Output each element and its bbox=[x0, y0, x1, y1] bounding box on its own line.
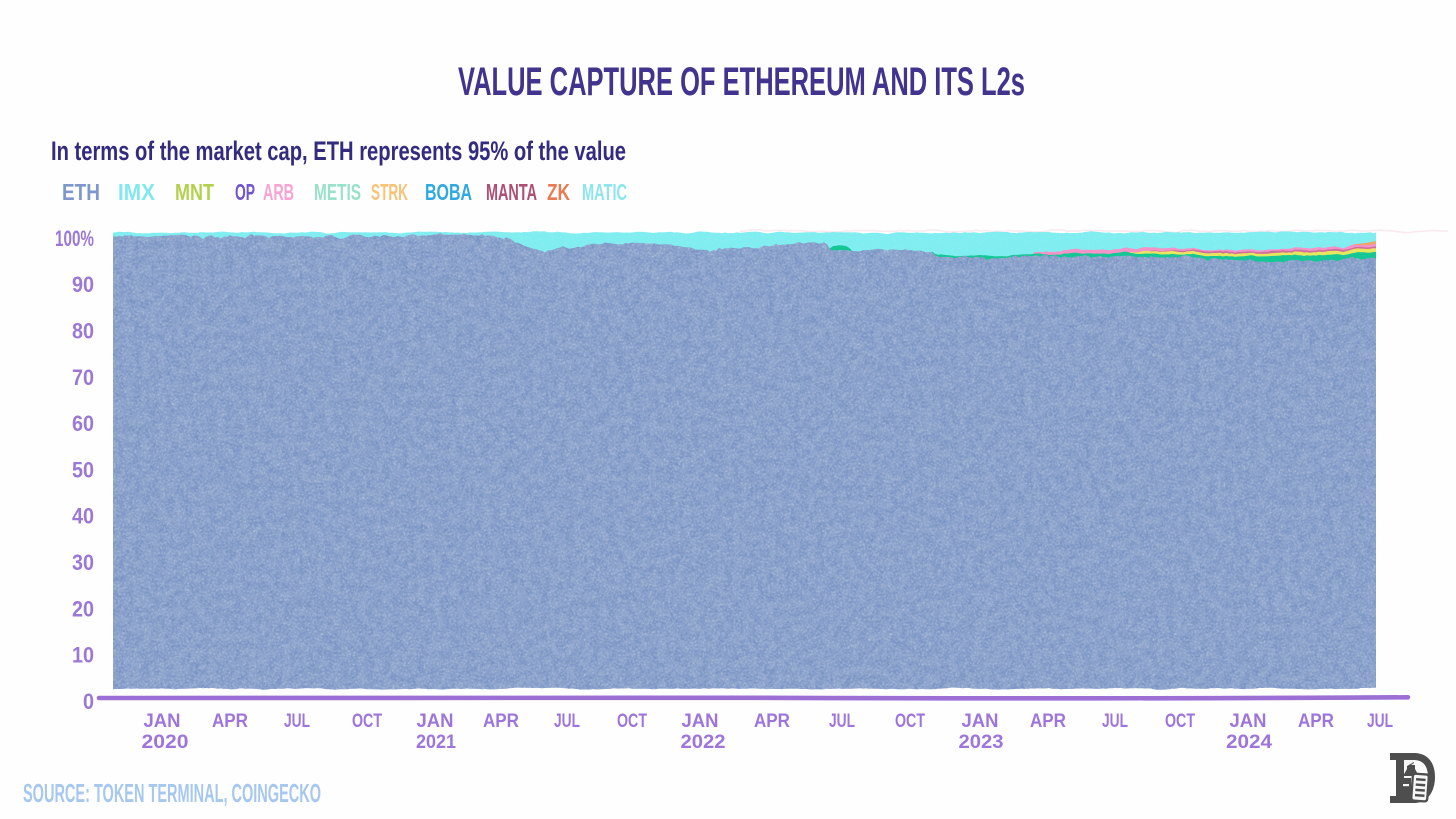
svg-text:50: 50 bbox=[72, 457, 94, 482]
svg-text:APR: APR bbox=[754, 711, 790, 732]
svg-text:ETH: ETH bbox=[62, 179, 100, 205]
svg-text:STRK: STRK bbox=[371, 179, 408, 205]
svg-text:APR: APR bbox=[1298, 711, 1334, 732]
svg-text:MNT: MNT bbox=[175, 179, 214, 205]
svg-text:METIS: METIS bbox=[314, 179, 361, 205]
svg-text:2023: 2023 bbox=[959, 732, 1004, 753]
svg-text:JUL: JUL bbox=[554, 711, 580, 732]
svg-text:APR: APR bbox=[483, 711, 519, 732]
svg-text:2024: 2024 bbox=[1226, 732, 1272, 753]
svg-text:JAN: JAN bbox=[1230, 711, 1267, 732]
svg-text:60: 60 bbox=[72, 411, 94, 436]
svg-text:ZK: ZK bbox=[547, 179, 570, 205]
svg-text:JAN: JAN bbox=[417, 711, 454, 732]
svg-text:JAN: JAN bbox=[144, 711, 181, 732]
svg-text:2021: 2021 bbox=[416, 732, 456, 753]
svg-text:OCT: OCT bbox=[617, 711, 647, 732]
svg-text:30: 30 bbox=[72, 550, 94, 575]
svg-text:BOBA: BOBA bbox=[425, 179, 472, 205]
svg-text:JUL: JUL bbox=[829, 711, 855, 732]
svg-text:JAN: JAN bbox=[962, 711, 999, 732]
svg-text:2020: 2020 bbox=[142, 732, 189, 753]
svg-text:70: 70 bbox=[72, 365, 94, 390]
svg-text:OCT: OCT bbox=[895, 711, 925, 732]
svg-text:20: 20 bbox=[72, 596, 94, 621]
svg-text:10: 10 bbox=[72, 643, 94, 668]
svg-text:ARB: ARB bbox=[263, 179, 294, 205]
svg-text:90: 90 bbox=[72, 272, 94, 297]
svg-text:80: 80 bbox=[72, 319, 94, 344]
svg-text:0: 0 bbox=[83, 689, 94, 714]
svg-text:100%: 100% bbox=[55, 226, 94, 251]
svg-text:APR: APR bbox=[212, 711, 248, 732]
svg-text:VALUE CAPTURE OF ETHEREUM AND: VALUE CAPTURE OF ETHEREUM AND ITS L2s bbox=[458, 60, 1025, 104]
svg-text:In terms of the market cap, ET: In terms of the market cap, ETH represen… bbox=[51, 136, 626, 166]
svg-text:JUL: JUL bbox=[1367, 711, 1393, 732]
svg-text:MANTA: MANTA bbox=[486, 179, 537, 205]
svg-text:40: 40 bbox=[72, 504, 94, 529]
svg-text:JUL: JUL bbox=[284, 711, 310, 732]
svg-text:OP: OP bbox=[235, 179, 255, 205]
svg-text:OCT: OCT bbox=[1165, 711, 1195, 732]
svg-text:OCT: OCT bbox=[352, 711, 382, 732]
svg-text:MATIC: MATIC bbox=[582, 179, 627, 205]
svg-text:IMX: IMX bbox=[118, 179, 156, 205]
svg-text:SOURCE: TOKEN TERMINAL, COINGE: SOURCE: TOKEN TERMINAL, COINGECKO bbox=[23, 778, 321, 808]
svg-text:JUL: JUL bbox=[1102, 711, 1128, 732]
svg-text:2022: 2022 bbox=[681, 732, 726, 753]
svg-text:JAN: JAN bbox=[682, 711, 719, 732]
svg-text:APR: APR bbox=[1030, 711, 1066, 732]
